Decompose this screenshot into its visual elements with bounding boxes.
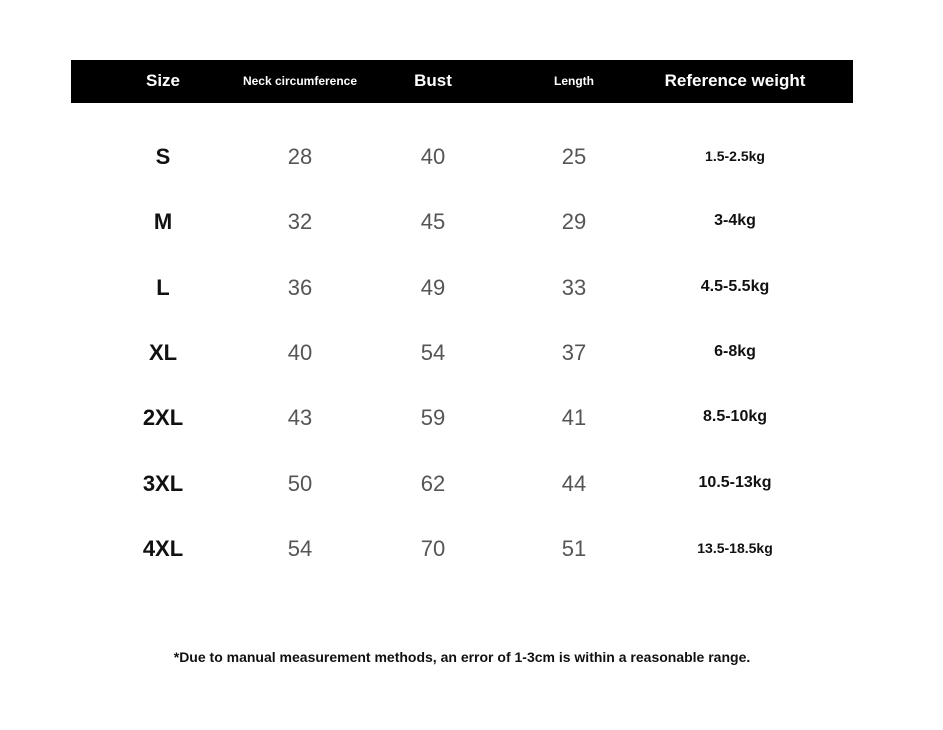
header-cell: Reference weight <box>664 71 806 90</box>
measure-cell: 33 <box>561 274 587 300</box>
size-label: M <box>153 209 173 235</box>
measure-cell: 25 <box>561 144 587 169</box>
measure-cell: 45 <box>420 209 446 235</box>
measure-cell: 62 <box>420 470 446 496</box>
weight-cell: 4.5-5.5kg <box>700 277 770 295</box>
weight-cell: 13.5-18.5kg <box>697 539 773 556</box>
size-label: 2XL <box>142 405 184 431</box>
measure-cell: 70 <box>420 535 446 561</box>
measure-cell: 29 <box>561 209 587 235</box>
measure-cell: 50 <box>287 470 313 496</box>
header-cell: Neck circumference <box>242 74 358 88</box>
header-bar <box>71 60 853 103</box>
measure-cell: 40 <box>287 339 313 365</box>
measure-cell: 43 <box>287 405 313 431</box>
measure-cell: 32 <box>287 209 313 235</box>
weight-cell: 3-4kg <box>714 212 756 230</box>
measure-cell: 28 <box>287 144 313 169</box>
measure-cell: 51 <box>561 535 587 561</box>
measure-cell: 54 <box>287 535 313 561</box>
header-cell: Length <box>554 74 594 88</box>
size-label: 4XL <box>142 535 184 561</box>
footnote: *Due to manual measurement methods, an e… <box>173 649 751 665</box>
measure-cell: 59 <box>420 405 446 431</box>
measure-cell: 54 <box>420 339 446 365</box>
weight-cell: 1.5-2.5kg <box>705 148 765 164</box>
size-label: XL <box>148 339 178 365</box>
weight-cell: 10.5-13kg <box>698 473 772 491</box>
measure-cell: 49 <box>420 274 446 300</box>
measure-cell: 36 <box>287 274 313 300</box>
measure-cell: 40 <box>420 144 446 169</box>
measure-cell: 41 <box>561 405 587 431</box>
measure-cell: 37 <box>561 339 587 365</box>
measure-cell: 44 <box>561 470 587 496</box>
weight-cell: 8.5-10kg <box>702 408 768 426</box>
size-label: 3XL <box>142 470 184 496</box>
header-cell: Size <box>145 71 181 90</box>
weight-cell: 6-8kg <box>714 342 756 360</box>
size-label: L <box>156 274 170 300</box>
header-cell: Bust <box>414 71 452 90</box>
size-label: S <box>155 144 171 169</box>
